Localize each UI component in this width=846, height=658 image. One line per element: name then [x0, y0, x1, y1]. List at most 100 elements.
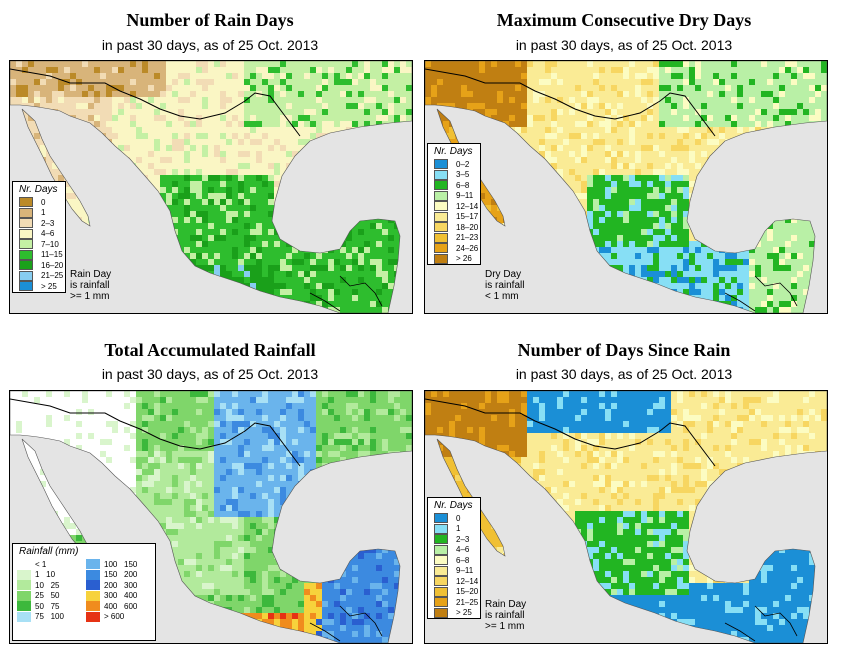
- legend-entry: 21–23: [428, 232, 480, 244]
- legend-swatch: [19, 281, 33, 292]
- coastline: [10, 61, 412, 313]
- legend-swatch: [17, 569, 31, 580]
- legend-label: < 1: [35, 559, 47, 569]
- legend-label: 1: [456, 524, 461, 534]
- panel-2-title: Maximum Consecutive Dry Days: [496, 10, 752, 30]
- legend: Nr. Days 0–2 3–5 6–8 9–11 12–14 15–17 18–20 21–2…: [427, 143, 481, 265]
- legend-label: 21–25: [456, 597, 479, 607]
- legend-label: 6–8: [456, 555, 470, 565]
- legend-label: 300 400: [104, 591, 138, 601]
- panel-4-subtitle: in past 30 days, as of 25 Oct. 2013: [515, 366, 733, 382]
- panel-3-title: Total Accumulated Rainfall: [104, 340, 316, 360]
- legend-swatch: [434, 180, 448, 191]
- legend-label: 0–2: [456, 159, 470, 169]
- legend-swatch: [19, 249, 33, 260]
- legend-entry: > 25: [428, 607, 480, 619]
- central-america-borders: [724, 275, 798, 312]
- legend-swatch: [434, 586, 448, 597]
- legend-swatch: [434, 607, 448, 618]
- legend-label: 4–6: [41, 229, 55, 239]
- coastline: [10, 391, 412, 643]
- legend-swatch: [19, 218, 33, 229]
- legend-entry: 6–8: [428, 555, 480, 566]
- legend-swatch: [434, 232, 448, 243]
- legend-title: Nr. Days: [19, 184, 58, 195]
- legend-entry: 21–25: [428, 597, 480, 608]
- legend-swatch: [434, 576, 448, 587]
- coastline: [425, 61, 827, 313]
- legend-entry: 16–20: [13, 260, 65, 271]
- legend-entry: 18–20: [428, 222, 480, 233]
- legend: Nr. Days 0 1 2–3 4–6 7–10 11–15 16–20 21–25 > 25: [12, 181, 66, 293]
- legend-swatch: [434, 565, 448, 576]
- legend-label: 75 100: [35, 612, 64, 622]
- legend-entry: 7–10: [13, 239, 65, 250]
- legend-swatch: [19, 260, 33, 271]
- legend-entry: 4–6: [428, 544, 480, 556]
- legend-swatch: [19, 270, 33, 281]
- panel-2-subtitle: in past 30 days, as of 25 Oct. 2013: [515, 37, 733, 53]
- legend-entry: 9–11: [428, 190, 480, 202]
- legend-entry: < 1: [17, 559, 86, 570]
- legend-swatch: [19, 197, 33, 208]
- legend-swatch: [434, 211, 448, 222]
- legend-label: 21–23: [456, 233, 479, 243]
- legend-entry: 24–26: [428, 243, 480, 254]
- legend-entry: 0: [13, 197, 65, 208]
- legend-label: > 25: [456, 608, 472, 618]
- legend-label: 9–11: [456, 191, 474, 201]
- legend-label: 2–3: [456, 534, 470, 544]
- us-mexico-border: [425, 398, 716, 467]
- legend-entry: 6–8: [428, 180, 480, 191]
- legend-label: 18–20: [456, 222, 479, 232]
- legend-label: > 26: [456, 254, 472, 264]
- legend-label: 10 25: [35, 580, 60, 590]
- legend-entry: 4–6: [13, 228, 65, 240]
- rain-days-map: Nr. Days 0 1 2–3 4–6 7–10 11–15 16–20 21–25 > 25 R…: [9, 60, 413, 314]
- legend-swatch: [86, 559, 100, 570]
- legend-entry: 3–5: [428, 169, 480, 181]
- legend-swatch: [434, 513, 448, 524]
- legend-entry: 11–15: [13, 249, 65, 261]
- legend-label: 11–15: [41, 250, 63, 260]
- map-graphic: [425, 391, 827, 643]
- legend-label: 50 75: [35, 601, 60, 611]
- central-america-borders: [309, 605, 383, 642]
- legend-label: > 600: [104, 612, 125, 622]
- definition-note-line: Rain Day: [70, 269, 112, 280]
- legend-entry: 15–17: [428, 211, 480, 223]
- legend-title: Nr. Days: [434, 146, 473, 157]
- legend-label: 1: [41, 208, 46, 218]
- definition-note-line: Dry Day: [485, 269, 522, 280]
- legend-label: 24–26: [456, 243, 479, 253]
- legend-label: 25 50: [35, 591, 60, 601]
- definition-note-line: < 1 mm: [485, 291, 519, 302]
- legend-swatch: [19, 207, 33, 218]
- legend-entry: 25 50: [17, 590, 86, 602]
- legend-swatch: [86, 601, 100, 612]
- definition-note: Dry Day is rainfall < 1 mm: [485, 269, 524, 302]
- legend-entry: 2–3: [428, 534, 480, 545]
- legend-swatch: [434, 544, 448, 555]
- legend-entry: 21–25: [13, 270, 65, 282]
- legend-entry: 400 600: [86, 601, 155, 612]
- legend-swatch: [434, 159, 448, 170]
- legend-label: 0: [456, 513, 461, 523]
- legend-swatch: [434, 190, 448, 201]
- legend-entry: 150 200: [86, 569, 155, 581]
- legend-swatch: [86, 569, 100, 580]
- definition-note-line: >= 1 mm: [70, 291, 110, 302]
- us-mexico-border: [10, 68, 301, 137]
- legend-entry: 50 75: [17, 601, 86, 612]
- legend-label: 12–14: [456, 576, 479, 586]
- legend-swatch: [86, 590, 100, 601]
- legend-entry: 0–2: [428, 159, 480, 170]
- legend-entry: 100 150: [86, 559, 155, 570]
- definition-note: Rain Day is rainfall >= 1 mm: [485, 599, 526, 632]
- legend-entry: 12–14: [428, 576, 480, 587]
- legend-label: 0: [41, 197, 46, 207]
- legend-entry: 1: [428, 523, 480, 535]
- legend-entry: > 600: [86, 611, 155, 623]
- days-since-rain-map: Nr. Days 0 1 2–3 4–6 6–8 9–11 12–14 15–20 21–25 > …: [424, 390, 828, 644]
